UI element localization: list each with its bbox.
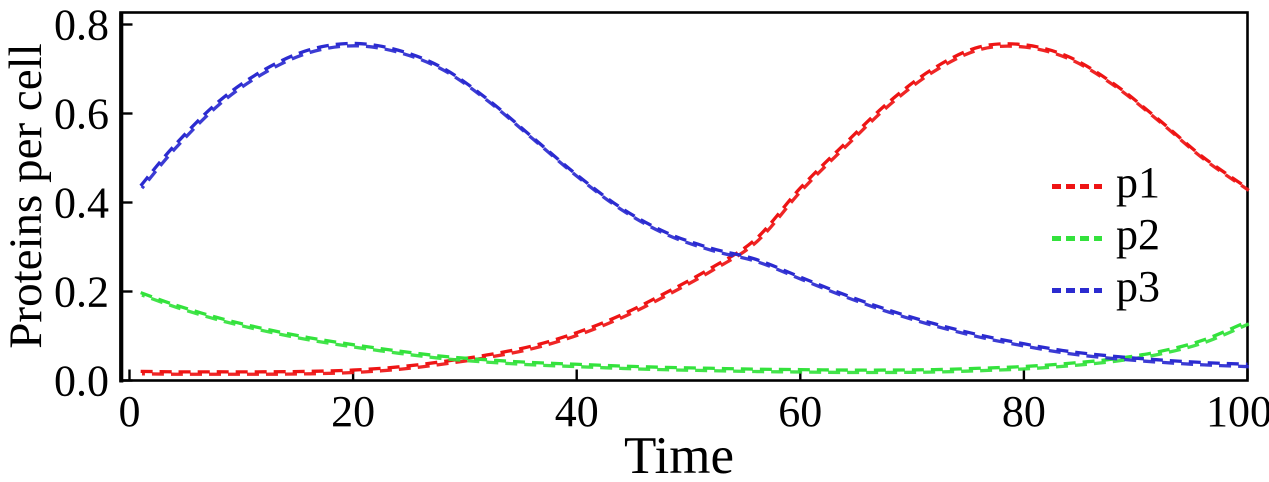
x-tick-label: 100 [1206,387,1269,436]
legend-item-p2: p2 [1052,212,1160,264]
x-tick-label: 20 [331,387,375,436]
series-curve-p3 [139,41,1248,366]
y-axis-title: Proteins per cell [0,43,52,349]
x-tick-label: 80 [1002,387,1046,436]
x-tick-label: 40 [555,387,599,436]
legend-swatch-p1 [1052,183,1102,189]
series-curve-p1-overlay [141,44,1250,376]
x-tick-label: 60 [778,387,822,436]
y-tick-label: 0.4 [54,179,109,228]
legend-item-p1: p1 [1052,160,1160,212]
x-tick-label: 0 [119,387,141,436]
y-tick-label: 0.2 [54,268,109,317]
legend-swatch-p3 [1052,287,1102,293]
series-curve-p3-overlay [140,44,1249,369]
legend-label-p2: p2 [1116,210,1160,259]
legend-item-p3: p3 [1052,264,1160,316]
legend-label-p3: p3 [1116,262,1160,311]
y-tick-label: 0.6 [54,90,109,139]
series-curve-p2 [140,291,1249,372]
legend-label-p1: p1 [1116,158,1160,207]
x-axis-title: Time [624,427,734,482]
y-tick-label: 0.0 [54,357,109,406]
y-tick-label: 0.8 [54,1,109,50]
series-curve-p1 [140,42,1249,374]
legend: p1 p2 p3 [1052,160,1160,316]
legend-swatch-p2 [1052,235,1102,241]
series-curve-p2-overlay [141,293,1250,375]
